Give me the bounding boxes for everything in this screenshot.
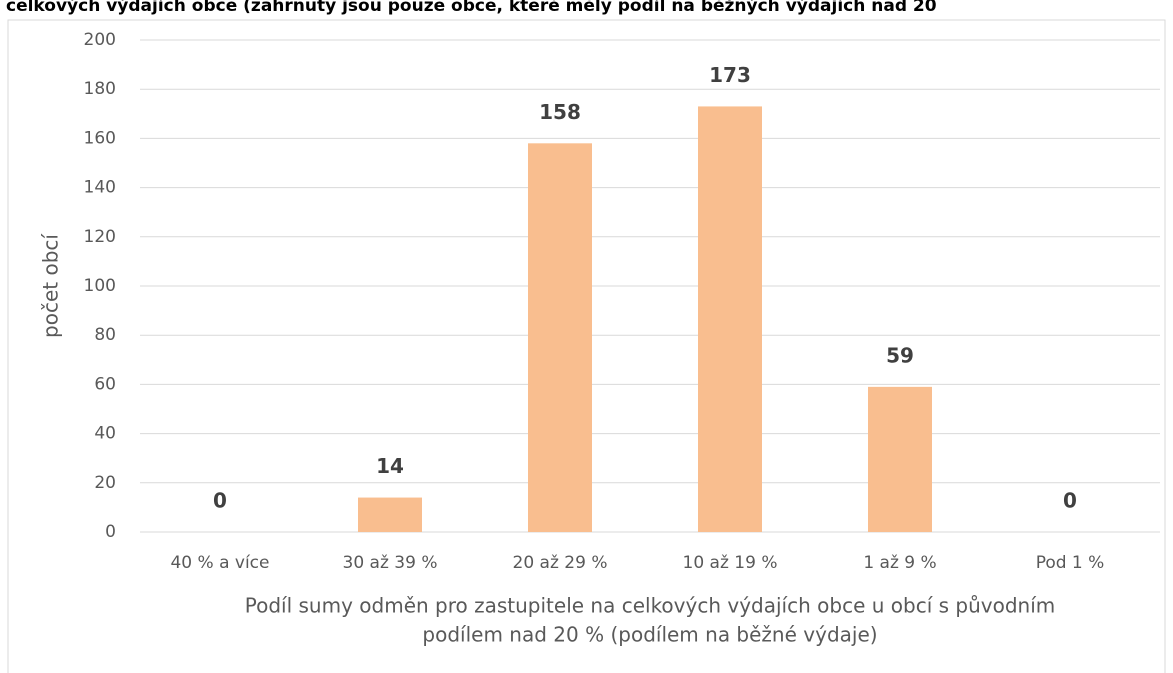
y-tick-label: 120 (84, 227, 116, 247)
y-tick-label: 180 (84, 79, 116, 99)
bar (868, 386, 932, 532)
x-tick-label: 1 až 9 % (863, 553, 936, 573)
bar (698, 106, 762, 533)
data-label: 173 (709, 63, 751, 87)
x-axis-title: podílem nad 20 % (podílem na běžné výdaj… (422, 623, 877, 647)
bar (528, 143, 592, 532)
data-label: 59 (886, 343, 914, 367)
y-tick-label: 160 (84, 128, 116, 148)
data-label: 158 (539, 100, 581, 124)
x-tick-label: 10 až 19 % (683, 553, 778, 573)
data-label: 0 (213, 489, 227, 513)
y-tick-label: 60 (94, 374, 116, 394)
y-tick-label: 200 (84, 30, 116, 50)
data-label: 0 (1063, 489, 1077, 513)
y-axis-title: počet obcí (39, 233, 63, 338)
y-tick-label: 0 (105, 522, 116, 542)
x-tick-label: 20 až 29 % (513, 553, 608, 573)
x-tick-label: Pod 1 % (1036, 553, 1105, 573)
y-tick-label: 140 (84, 178, 116, 198)
x-axis-title: Podíl sumy odměn pro zastupitele na celk… (245, 594, 1055, 618)
chart-title: celkových výdajích obce (zahrnuty jsou p… (6, 0, 937, 16)
y-tick-label: 80 (94, 325, 116, 345)
y-tick-label: 20 (94, 473, 116, 493)
data-label: 14 (376, 454, 404, 478)
bar (358, 497, 422, 532)
y-tick-label: 40 (94, 424, 116, 444)
x-tick-label: 40 % a více (170, 553, 269, 573)
x-tick-label: 30 až 39 % (343, 553, 438, 573)
y-tick-label: 100 (84, 276, 116, 296)
